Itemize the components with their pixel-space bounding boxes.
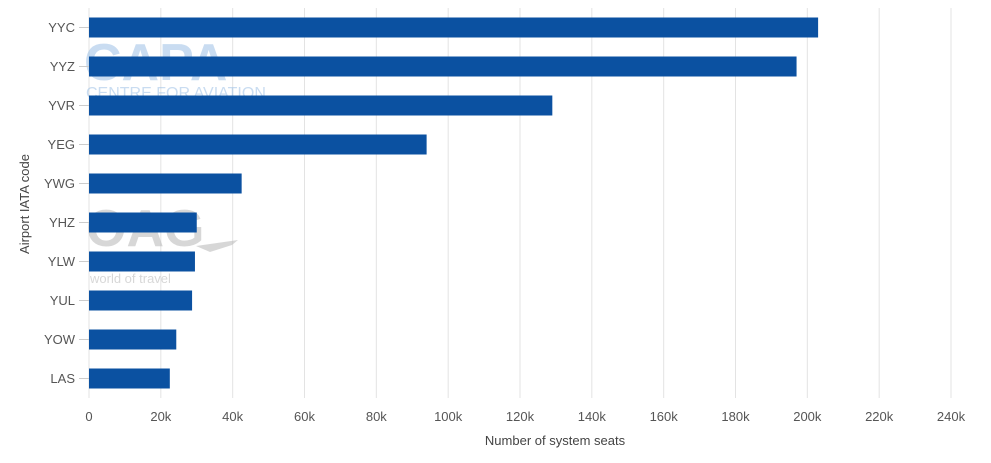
bar-yul xyxy=(89,290,193,311)
x-tick-label: 0 xyxy=(85,409,92,424)
bar-yow xyxy=(89,329,177,350)
x-tick-label: 180k xyxy=(721,409,750,424)
x-tick-label: 160k xyxy=(650,409,679,424)
bar-yhz xyxy=(89,212,197,233)
y-tick-label: YLW xyxy=(48,254,76,269)
oag-plane-icon xyxy=(196,240,238,252)
x-tick-label: 220k xyxy=(865,409,894,424)
bar-yvr xyxy=(89,95,553,116)
y-tick-label: YYC xyxy=(48,20,75,35)
x-tick-label: 60k xyxy=(294,409,315,424)
x-axis-ticks: 0 20k 40k 60k 80k 100k 120k 140k 160k 180k 200k 220… xyxy=(85,409,965,424)
bar-yeg xyxy=(89,134,427,155)
y-tick-label: LAS xyxy=(50,371,75,386)
bar-las xyxy=(89,368,170,389)
oag-watermark-subtext: world of travel xyxy=(89,271,171,286)
y-tick-label: YUL xyxy=(50,293,75,308)
x-tick-label: 20k xyxy=(150,409,171,424)
x-tick-label: 120k xyxy=(506,409,535,424)
x-tick-label: 140k xyxy=(578,409,607,424)
x-tick-label: 100k xyxy=(434,409,463,424)
y-axis-ticks: YYC YYZ YVR YEG YWG YHZ YLW YUL YOW LAS xyxy=(44,20,89,386)
y-tick-label: YHZ xyxy=(49,215,75,230)
y-tick-label: YVR xyxy=(48,98,75,113)
bar-yyc xyxy=(89,17,819,38)
bar-ywg xyxy=(89,173,242,194)
bars xyxy=(89,17,819,389)
x-axis-title: Number of system seats xyxy=(485,433,626,448)
x-tick-label: 40k xyxy=(222,409,243,424)
y-tick-label: YEG xyxy=(48,137,75,152)
x-tick-label: 80k xyxy=(366,409,387,424)
y-tick-label: YYZ xyxy=(50,59,75,74)
bar-ylw xyxy=(89,251,195,272)
x-tick-label: 240k xyxy=(937,409,966,424)
bar-yyz xyxy=(89,56,797,77)
y-tick-label: YOW xyxy=(44,332,76,347)
y-axis-title: Airport IATA code xyxy=(17,154,32,254)
x-tick-label: 200k xyxy=(793,409,822,424)
y-tick-label: YWG xyxy=(44,176,75,191)
